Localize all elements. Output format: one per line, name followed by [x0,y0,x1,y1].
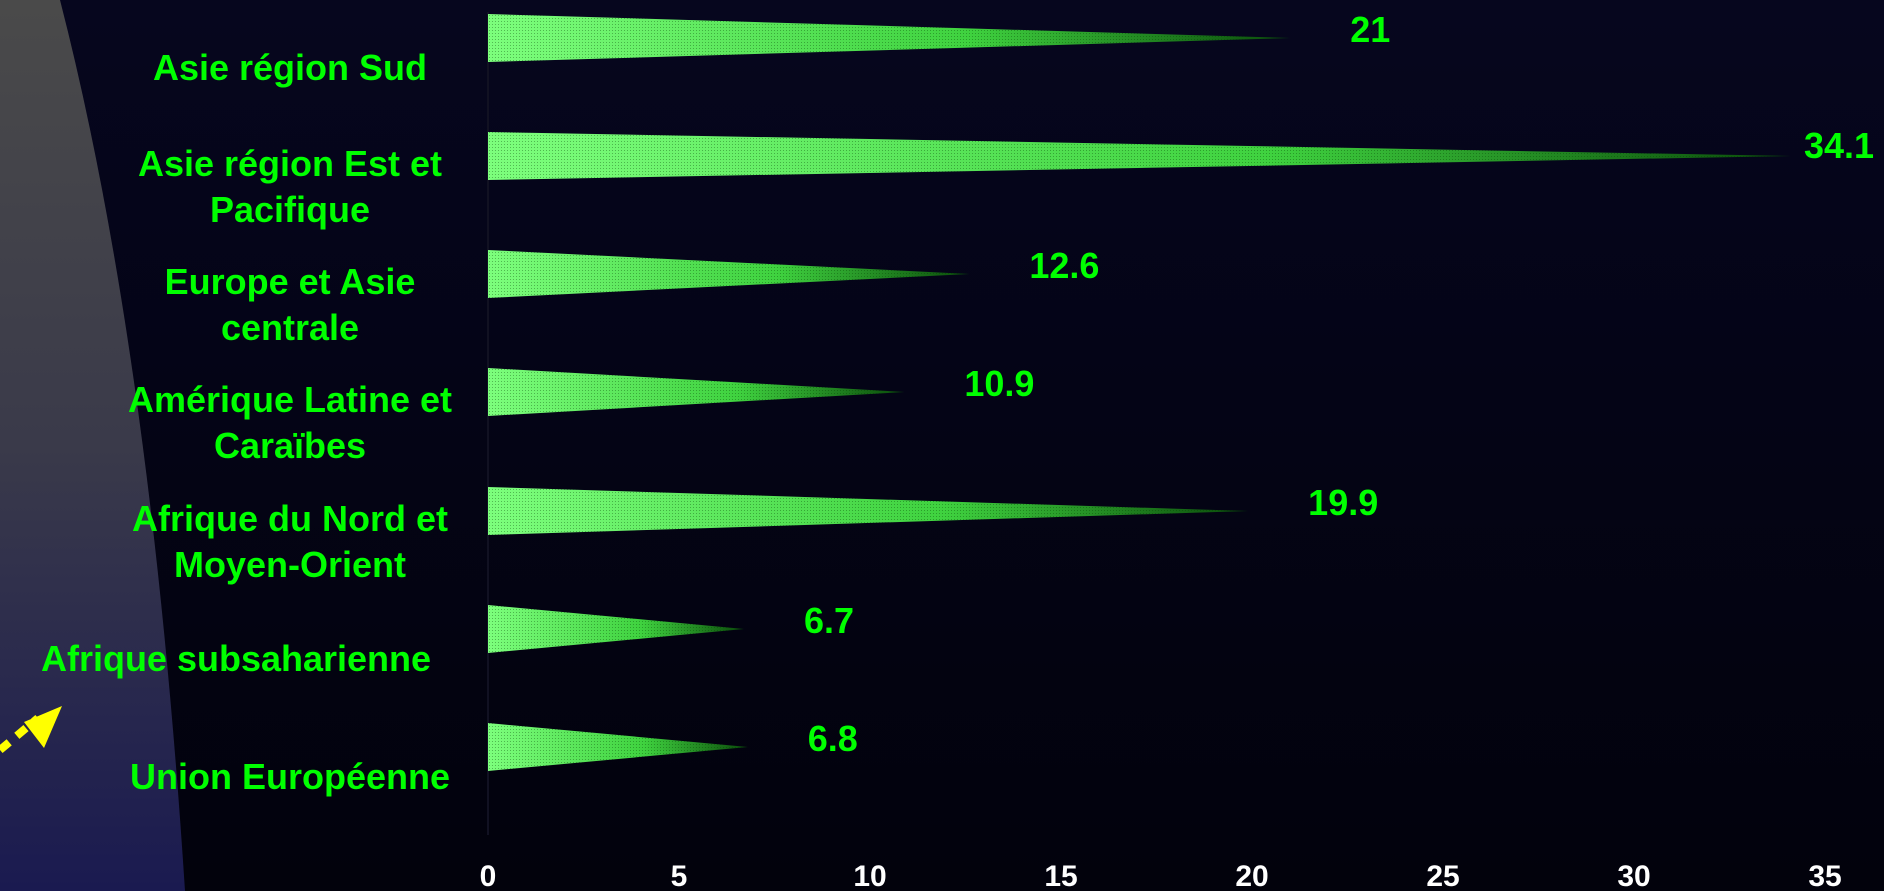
bar-texture [488,723,748,771]
category-label: Asie région Sud [153,47,427,88]
category-label: Europe et Asie centrale [165,261,416,348]
category-label-line: Afrique du Nord et [132,498,448,539]
category-label: Afrique subsaharienne [41,638,431,679]
x-axis-ticks-group: 0 5 10 15 20 25 30 35 [480,860,1842,891]
bar-texture [488,368,905,416]
x-tick-label: 15 [1044,860,1077,891]
category-label: Amérique Latine et Caraïbes [128,379,452,466]
x-tick-label: 20 [1235,860,1268,891]
value-labels-group: 21 34.1 12.6 10.9 19.9 6.7 6.8 [804,9,1874,759]
category-label-line: Asie région Est et [138,143,442,184]
bar-value-label: 34.1 [1804,125,1874,166]
bar-value-label: 12.6 [1029,245,1099,286]
category-label: Afrique du Nord et Moyen-Orient [132,498,448,585]
category-label-line: Caraïbes [214,425,366,466]
x-tick-label: 0 [480,860,497,891]
x-tick-label: 10 [853,860,886,891]
category-label-line: centrale [221,307,359,348]
bar-value-label: 19.9 [1308,482,1378,523]
bar-texture [488,132,1791,180]
bar-texture [488,250,970,298]
category-label: Union Européenne [130,756,450,797]
bars-group [488,14,1791,771]
category-labels-group: Asie région Sud Asie région Est et Pacifiq… [41,47,452,797]
bar-texture [488,14,1291,62]
x-tick-label: 30 [1617,860,1650,891]
category-label-line: Union Européenne [130,756,450,797]
bar-texture [488,487,1249,535]
category-label-line: Pacifique [210,189,370,230]
bar-value-label: 6.8 [808,718,858,759]
yellow-arrow-icon [0,706,62,754]
bar-value-label: 6.7 [804,600,854,641]
category-label-line: Asie région Sud [153,47,427,88]
category-label-line: Amérique Latine et [128,379,452,420]
bar-value-label: 10.9 [964,363,1034,404]
x-tick-label: 35 [1808,860,1841,891]
x-tick-label: 5 [671,860,688,891]
category-label-line: Moyen-Orient [174,544,406,585]
category-label: Asie région Est et Pacifique [138,143,442,230]
category-label-line: Europe et Asie [165,261,416,302]
x-tick-label: 25 [1426,860,1459,891]
bar-texture [488,605,744,653]
category-label-line: Afrique subsaharienne [41,638,431,679]
bar-value-label: 21 [1350,9,1390,50]
